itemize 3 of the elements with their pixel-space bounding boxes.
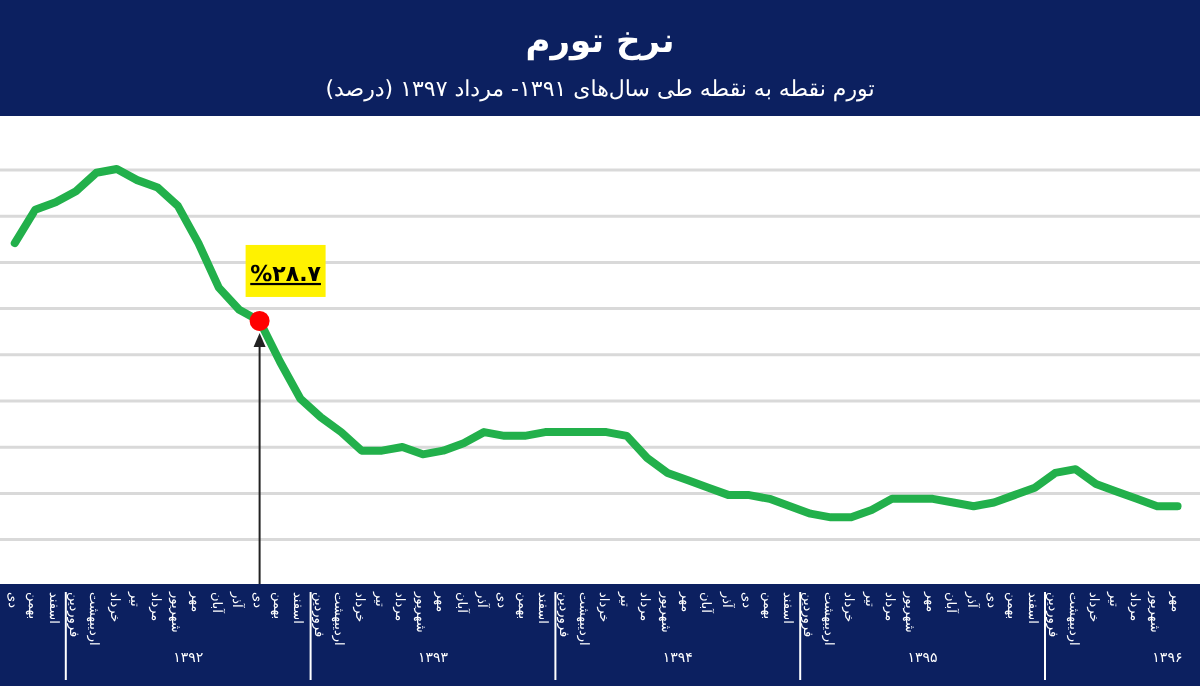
chart-subtitle: تورم نقطه به نقطه طی سال‌های ۱۳۹۱- مرداد ۱۳۹۷ (درصد)	[325, 76, 875, 102]
annotation: %۲۸.۷	[250, 260, 322, 287]
chart-title: نرخ تورم	[525, 22, 675, 62]
